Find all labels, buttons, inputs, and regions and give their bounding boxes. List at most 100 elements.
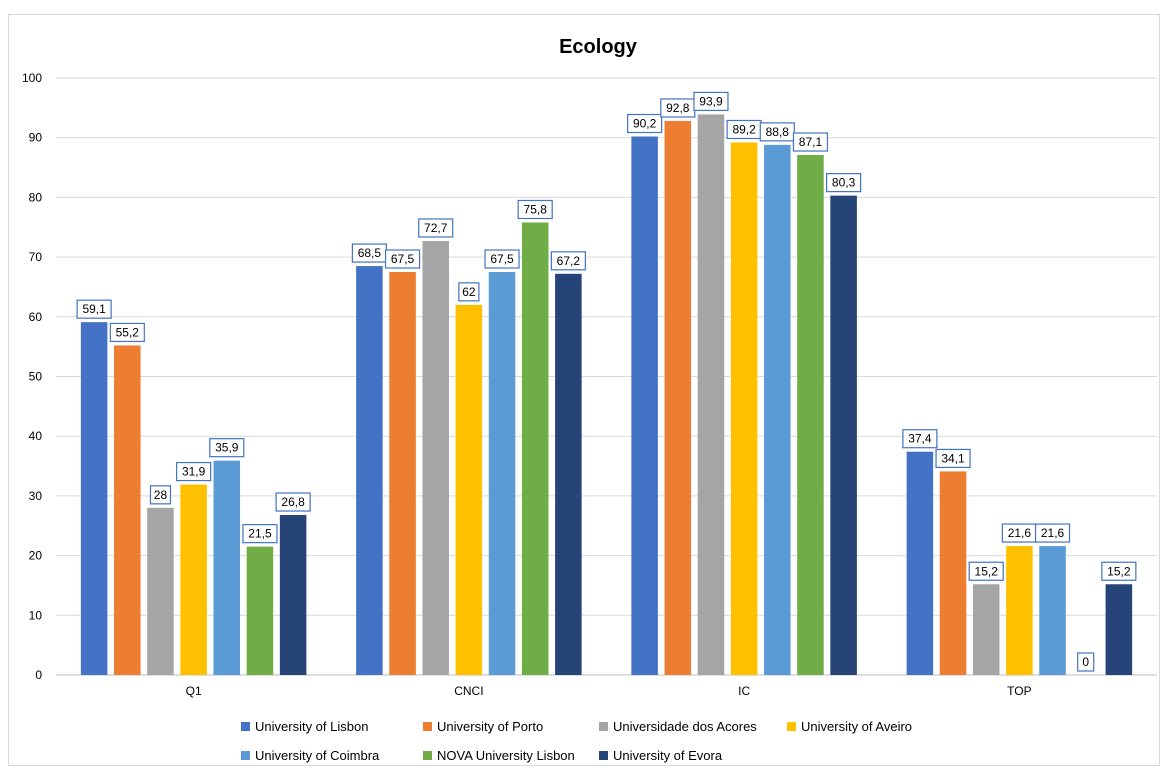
legend-swatch [787, 722, 796, 731]
bar [764, 144, 791, 675]
chart-svg: 0 10 20 30 40 50 60 70 80 90 100 Q1 59,1 55,2 28 31,9 3… [22, 36, 1157, 763]
legend-label: University of Evora [613, 748, 723, 763]
legend-label: University of Aveiro [801, 719, 912, 734]
chart-frame: 0 10 20 30 40 50 60 70 80 90 100 Q1 59,1 55,2 28 31,9 3… [8, 14, 1160, 766]
bar [631, 136, 658, 676]
data-label: 55,2 [116, 325, 140, 339]
data-label: 68,5 [358, 246, 382, 260]
y-tick-label: 50 [29, 370, 43, 384]
bar [1039, 546, 1066, 675]
legend-label: University of Porto [437, 719, 543, 734]
y-tick-label: 100 [22, 71, 42, 85]
bar [730, 142, 758, 675]
bar [114, 345, 141, 675]
bar [455, 304, 483, 675]
data-label: 15,2 [975, 564, 999, 578]
data-label-box [484, 249, 520, 269]
data-label: 90,2 [633, 117, 657, 131]
data-label: 37,4 [908, 432, 932, 446]
bar [180, 484, 207, 675]
data-label-box [418, 218, 454, 238]
bar [664, 120, 692, 675]
data-label-box [968, 561, 1004, 581]
bar [906, 451, 934, 675]
data-label-box [517, 199, 553, 220]
data-label-box [1034, 523, 1071, 543]
legend-label: University of Coimbra [255, 748, 380, 763]
data-label: 67,5 [490, 252, 514, 266]
bar [521, 222, 549, 675]
data-label: 93,9 [699, 94, 723, 108]
data-label: 0 [1082, 655, 1089, 669]
bar [1006, 546, 1033, 675]
bar [830, 195, 857, 675]
data-label-box [902, 429, 938, 449]
data-label: 34,1 [941, 451, 965, 465]
data-label: 75,8 [524, 202, 548, 216]
data-label: 26,8 [281, 495, 305, 509]
data-label: 62 [462, 285, 476, 299]
bar [389, 272, 416, 675]
data-label-box [826, 173, 862, 193]
bar [1105, 584, 1133, 675]
data-label-box [1077, 652, 1095, 672]
bar [797, 155, 824, 675]
y-tick-label: 60 [29, 310, 43, 324]
data-label-box [759, 122, 795, 142]
data-label: 88,8 [766, 125, 790, 139]
data-label-box [76, 299, 112, 319]
data-label: 31,9 [182, 465, 206, 479]
chart-title: Ecology [559, 36, 638, 58]
bar [279, 515, 307, 675]
data-label-box [627, 113, 663, 134]
legend-label: Universidade dos Acores [613, 719, 757, 734]
legend-swatch [599, 722, 608, 731]
bar [80, 322, 108, 675]
data-label: 21,6 [1008, 526, 1032, 540]
y-tick-label: 80 [29, 190, 43, 204]
data-label: 87,1 [799, 135, 823, 149]
legend-swatch [423, 722, 432, 731]
legend-label: University of Lisbon [255, 719, 368, 734]
data-label: 67,2 [557, 254, 581, 268]
x-category-label: TOP [1007, 684, 1031, 698]
data-label-box [792, 132, 829, 152]
bar [213, 460, 241, 675]
data-label-box [176, 461, 212, 482]
data-label: 80,3 [832, 176, 856, 190]
data-label-box [1101, 561, 1137, 581]
legend-swatch [241, 751, 250, 760]
y-tick-label: 10 [29, 608, 43, 622]
legend-swatch [423, 751, 432, 760]
legend: University of Lisbon University of Porto U… [241, 719, 912, 763]
data-label-box [935, 448, 971, 469]
y-tick-label: 30 [29, 489, 43, 503]
x-category-label: IC [738, 684, 750, 698]
bar [356, 266, 383, 675]
data-label-box [693, 91, 729, 112]
data-label: 59,1 [82, 302, 106, 316]
y-tick-label: 70 [29, 250, 43, 264]
data-label-box [458, 282, 480, 302]
data-label: 15,2 [1107, 564, 1131, 578]
labels-layer: Q1 59,1 55,2 28 31,9 35,9 21,5 26,8 CNCI 68,5 67,5… [76, 91, 1137, 698]
x-category-label: Q1 [186, 684, 202, 698]
data-label: 92,8 [666, 101, 690, 115]
data-label-box [275, 492, 311, 512]
data-label-box [209, 438, 245, 458]
bar [488, 272, 516, 675]
y-tick-label: 90 [29, 131, 43, 145]
data-label-box [242, 524, 278, 544]
data-label: 28 [154, 488, 168, 502]
bar [972, 584, 1000, 675]
data-label: 67,5 [391, 252, 415, 266]
legend-swatch [241, 722, 250, 731]
bar [555, 273, 582, 675]
legend-swatch [599, 751, 608, 760]
y-tick-label: 40 [29, 429, 43, 443]
bar [147, 507, 174, 675]
data-label: 35,9 [215, 441, 239, 455]
bar [422, 240, 449, 675]
data-label-box [384, 249, 421, 269]
y-tick-label: 20 [29, 549, 43, 563]
